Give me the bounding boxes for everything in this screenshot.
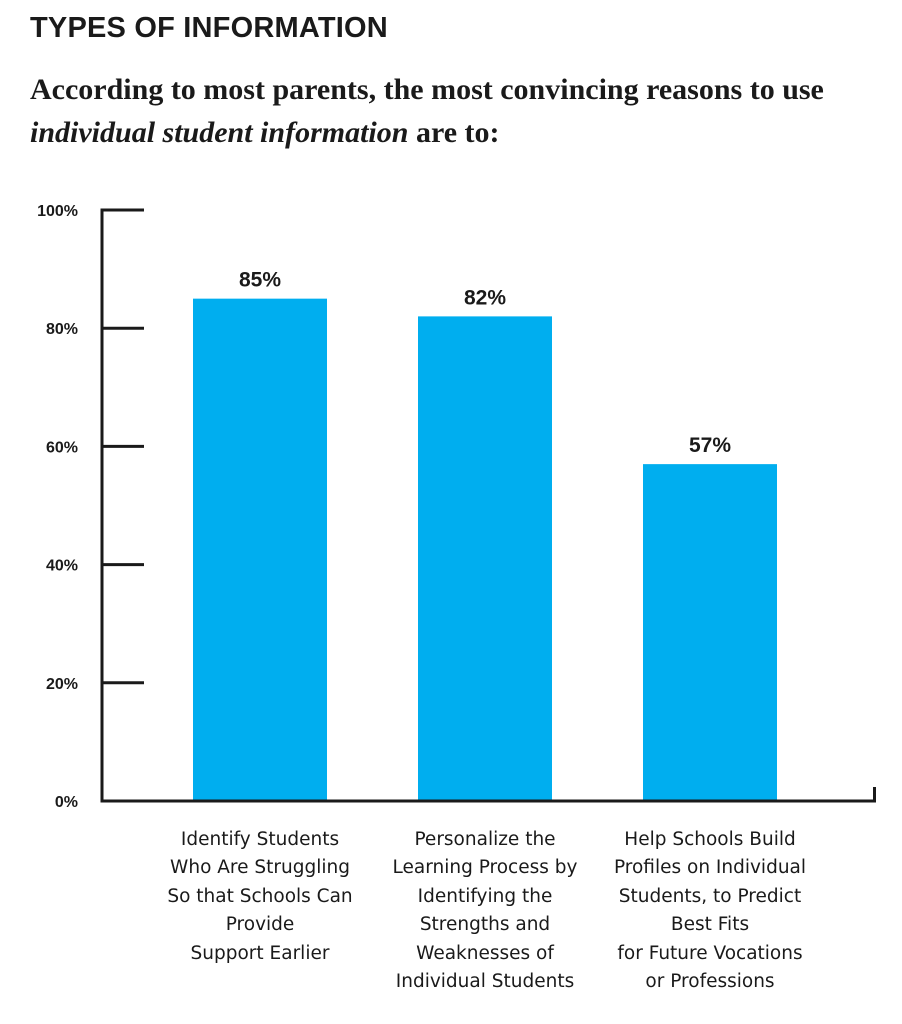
- bar-3: [643, 464, 777, 801]
- y-tick-label-100: 100%: [37, 203, 78, 220]
- y-tick-label-80: 80%: [46, 321, 78, 338]
- y-tick-label-40: 40%: [46, 558, 78, 575]
- y-tick-label-20: 20%: [46, 676, 78, 693]
- page-heading: TYPES OF INFORMATION: [30, 12, 388, 44]
- bar-value-label-2: 82%: [464, 286, 506, 309]
- y-tick-label-60: 60%: [46, 439, 78, 456]
- category-label-1: Identify Students Who Are Struggling So …: [167, 829, 353, 964]
- bar-1: [193, 298, 327, 801]
- subtitle-emphasis: individual student information: [30, 116, 409, 149]
- y-tick-label-0: 0%: [55, 794, 78, 811]
- category-label-2: Personalize the Learning Process by Iden…: [392, 829, 578, 993]
- category-label-3: Help Schools Build Profiles on Individua…: [613, 829, 807, 993]
- chart-subtitle: According to most parents, the most conv…: [30, 68, 890, 154]
- subtitle-text-start: According to most parents, the most conv…: [30, 73, 824, 106]
- bar-value-label-1: 85%: [239, 269, 281, 292]
- subtitle-text-end: are to:: [408, 116, 500, 149]
- bar-2: [418, 316, 552, 801]
- bar-value-label-3: 57%: [689, 434, 731, 457]
